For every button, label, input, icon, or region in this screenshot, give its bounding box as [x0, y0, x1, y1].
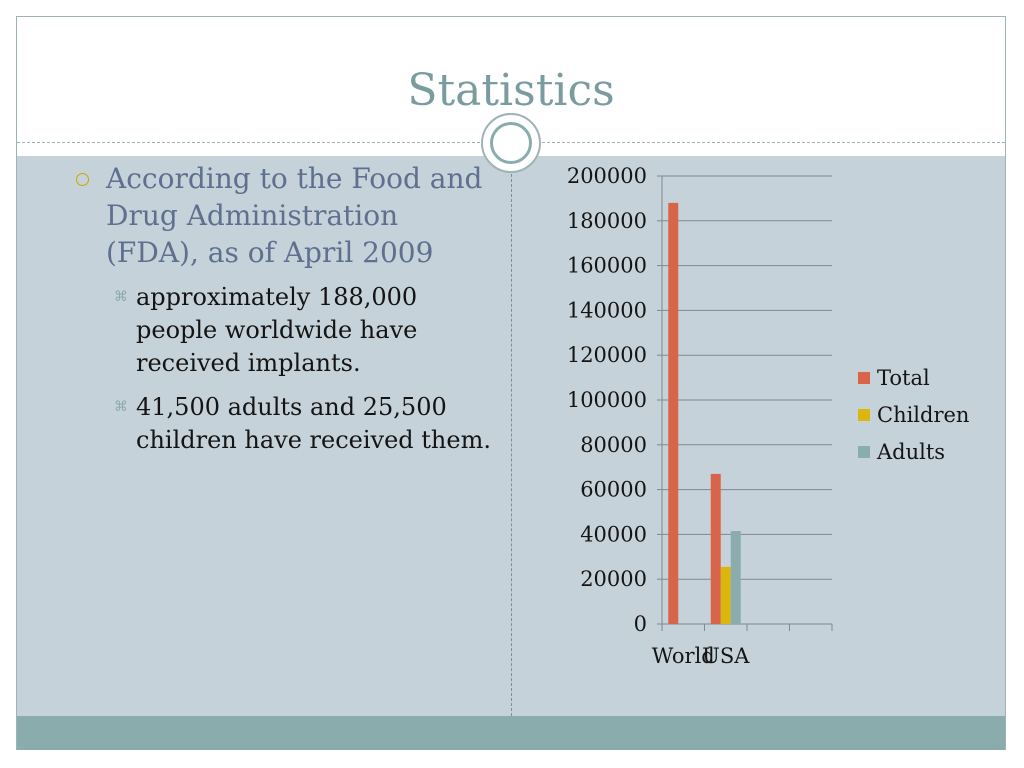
x-category-label: USA: [702, 644, 750, 668]
sub-bullet: ⌘ 41,500 adults and 25,500 children have…: [74, 391, 494, 457]
legend-swatch-children: [858, 409, 870, 421]
y-tick-label: 140000: [567, 298, 647, 322]
bar-chart: 0 20000 40000 60000 80000 100000 120000 140000 1…: [567, 164, 970, 668]
y-tick-label: 60000: [580, 478, 647, 502]
y-tick-label: 100000: [567, 388, 647, 412]
bullet-main-text: According to the Food and Drug Administr…: [106, 162, 483, 269]
bar-total-usa: [710, 473, 721, 624]
bullet-list: According to the Food and Drug Administr…: [74, 160, 494, 468]
y-tick-label: 200000: [567, 164, 647, 188]
column-divider: [511, 174, 512, 716]
y-tick-label: 160000: [567, 254, 647, 278]
y-tick-label: 120000: [567, 343, 647, 367]
legend-label-children: Children: [877, 403, 969, 427]
circle-ornament-inner: [490, 122, 532, 164]
y-tick-label: 20000: [580, 567, 647, 591]
bullet-main: According to the Food and Drug Administr…: [74, 160, 494, 271]
legend-label-adults: Adults: [876, 440, 945, 464]
y-tick-label: 80000: [580, 433, 647, 457]
bullet-star-icon: ⌘: [114, 399, 128, 415]
slide-title: Statistics: [407, 65, 615, 116]
legend-swatch-total: [858, 372, 870, 384]
footer-band: [17, 716, 1005, 750]
y-tick-label: 40000: [580, 522, 647, 546]
sub-bullet: ⌘ approximately 188,000 people worldwide…: [74, 281, 494, 380]
sub-bullet-text: 41,500 adults and 25,500 children have r…: [136, 393, 491, 454]
bar-adults-usa: [730, 531, 741, 624]
bullet-circle-icon: [76, 173, 89, 186]
bar-total-world: [668, 202, 679, 624]
legend-swatch-adults: [858, 446, 870, 458]
y-tick-label: 0: [634, 612, 647, 636]
x-category-label: World: [652, 644, 715, 668]
bullet-star-icon: ⌘: [114, 289, 128, 305]
circle-ornament: [481, 113, 541, 173]
y-tick-label: 180000: [567, 209, 647, 233]
sub-bullet-text: approximately 188,000 people worldwide h…: [136, 283, 418, 377]
bar-children-usa: [720, 566, 731, 624]
sub-bullet-list: ⌘ approximately 188,000 people worldwide…: [74, 281, 494, 457]
legend-label-total: Total: [877, 366, 930, 390]
